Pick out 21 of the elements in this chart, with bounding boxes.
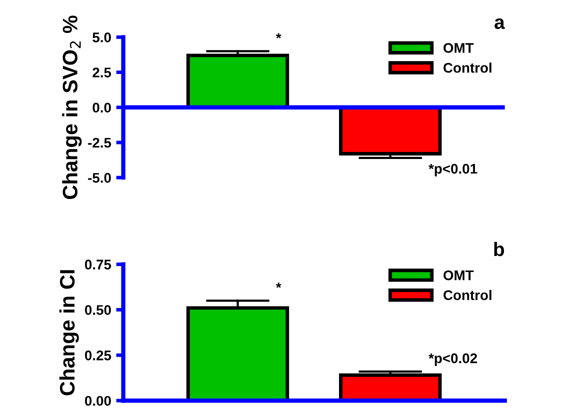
y-tick-label: 2.5 xyxy=(92,68,112,78)
y-tick-label: 0.0 xyxy=(92,102,111,113)
legend-label: Control xyxy=(444,62,492,73)
y-tick-label: 0.75 xyxy=(84,260,112,270)
legend-label: Control xyxy=(444,290,492,300)
annotation: * xyxy=(276,282,282,288)
legend-label: OMT xyxy=(444,270,474,280)
y-tick-label: 0.00 xyxy=(84,396,111,406)
annotation: *p<0.01 xyxy=(428,164,478,176)
chart-title: a xyxy=(494,18,505,30)
y-tick-label: -2.5 xyxy=(88,138,112,148)
y-axis-title: Change in CI xyxy=(59,270,79,396)
y-tick-label: 5.0 xyxy=(92,32,111,42)
annotation: *p<0.02 xyxy=(428,353,477,366)
legend-label: OMT xyxy=(444,43,474,53)
y-tick-label: -5.0 xyxy=(88,172,111,183)
y-axis-title: Change in SVO$_{2}$ % xyxy=(62,16,82,200)
chart-title: b xyxy=(494,242,504,256)
y-tick-label: 0.25 xyxy=(84,350,112,360)
y-tick-label: 0.50 xyxy=(84,305,111,315)
annotation: * xyxy=(276,33,282,38)
